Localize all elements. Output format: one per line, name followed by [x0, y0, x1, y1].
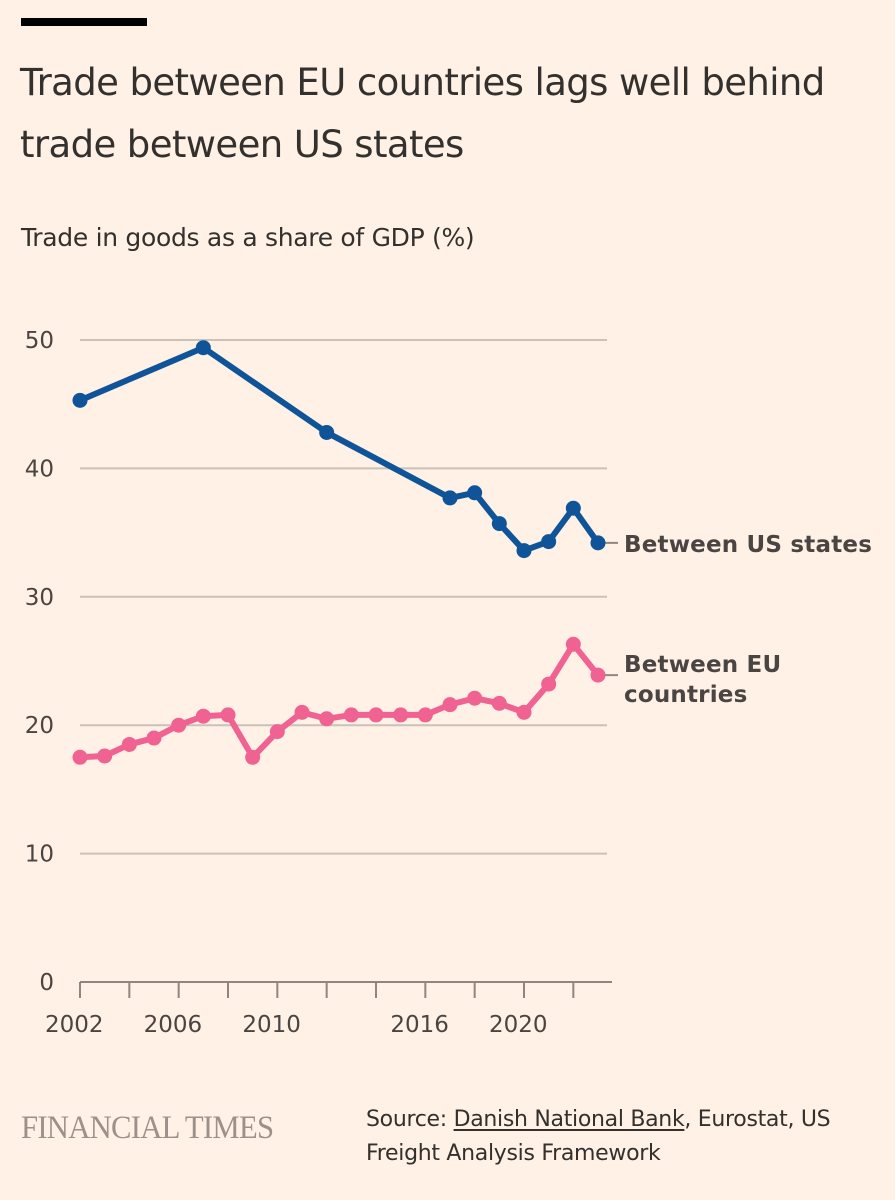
x-tick-label: 2006: [144, 1012, 203, 1038]
series-lines: [72, 340, 618, 765]
data-point: [245, 749, 261, 765]
gridlines: [80, 339, 607, 855]
series-label: Between EU: [624, 652, 781, 678]
data-point: [491, 516, 507, 532]
y-tick-label: 30: [25, 585, 54, 611]
x-tick-label: 2010: [242, 1012, 301, 1038]
data-point: [195, 340, 211, 356]
data-point: [269, 724, 285, 740]
data-point: [516, 704, 532, 720]
data-point: [368, 707, 384, 723]
data-point: [467, 485, 483, 501]
series-label: Between US states: [624, 532, 872, 558]
data-point: [590, 535, 606, 551]
top-rule: [21, 18, 147, 26]
x-tick-label: 2002: [45, 1012, 104, 1038]
y-tick-label: 50: [25, 328, 54, 354]
data-point: [72, 749, 88, 765]
series-labels: Between US states Between EU countries: [624, 532, 872, 708]
x-tick-label: 2020: [489, 1012, 548, 1038]
x-axis: 2002 2006 2010 2016 2020: [45, 981, 612, 1038]
data-point: [220, 707, 236, 723]
data-point: [319, 711, 335, 727]
data-point: [343, 707, 359, 723]
data-point: [442, 490, 458, 506]
line-chart: 0 10 20 30 40 50 2002 2006 2010 2016 2020 Between…: [25, 328, 872, 1038]
data-point: [121, 736, 137, 752]
data-point: [565, 636, 581, 652]
y-tick-label: 0: [39, 970, 54, 996]
financial-times-logo: FINANCIAL TIMES: [21, 1110, 274, 1146]
source-link-danish-national-bank[interactable]: Danish National Bank: [453, 1107, 685, 1132]
data-point: [467, 690, 483, 706]
data-point: [393, 707, 409, 723]
data-point: [319, 424, 335, 440]
source-note: Source: Danish National Bank, Eurostat, …: [366, 1103, 866, 1171]
chart-subtitle: Trade in goods as a share of GDP (%): [21, 223, 475, 252]
data-point: [146, 730, 162, 746]
data-point: [72, 392, 88, 408]
source-rest: , Eurostat, US Freight Analysis Framewor…: [366, 1107, 831, 1166]
data-point: [97, 748, 113, 764]
data-point: [541, 676, 557, 692]
data-point: [171, 717, 187, 733]
data-point: [590, 667, 606, 683]
source-prefix: Source:: [366, 1107, 454, 1132]
data-point: [195, 708, 211, 724]
data-point: [565, 500, 581, 516]
data-point: [417, 707, 433, 723]
series-line-eu-countries: [77, 641, 601, 761]
data-point: [491, 695, 507, 711]
y-tick-label: 10: [25, 842, 54, 868]
series-label: countries: [624, 682, 748, 708]
y-tick-label: 40: [25, 456, 54, 482]
data-point: [541, 534, 557, 550]
data-point: [516, 543, 532, 559]
series-line-us-states: [77, 344, 601, 554]
data-point: [442, 697, 458, 713]
x-tick-label: 2016: [390, 1012, 449, 1038]
data-point: [294, 704, 310, 720]
y-axis-tick-labels: 0 10 20 30 40 50: [25, 328, 54, 996]
y-tick-label: 20: [25, 713, 54, 739]
chart-title: Trade between EU countries lags well beh…: [20, 61, 825, 166]
